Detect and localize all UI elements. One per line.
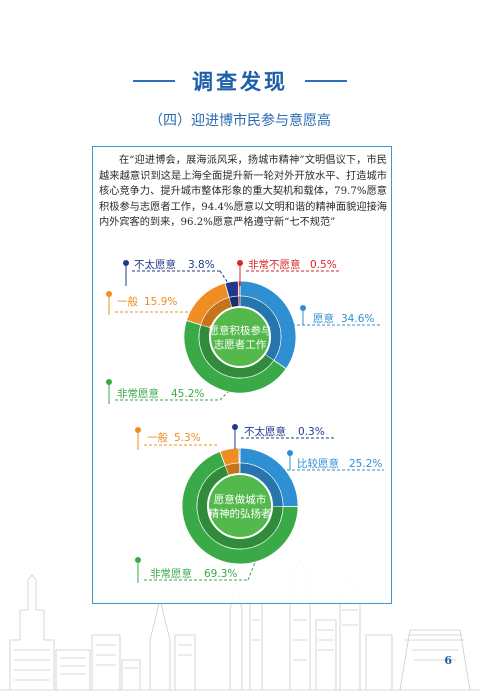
callout-c2-very-willing: 非常愿意 69.3% — [135, 557, 257, 583]
donut-slice-outer-4 — [238, 447, 241, 464]
callout-c1-very-willing: 非常愿意 45.2% — [106, 379, 229, 404]
intro-paragraph: 在“迎进博会，展海派风采，扬城市精神”文明倡议下，市民越来越意识到这是上海全面提… — [99, 153, 387, 231]
donut-center-label-line-2: 精神的弘扬者 — [209, 507, 272, 520]
label-c2-general-name: 一般 — [147, 431, 168, 444]
callout-c1-general: 一般 15.9% — [106, 291, 196, 315]
label-c1-general-value: 15.9% — [144, 296, 177, 308]
header-line-right — [305, 80, 347, 82]
label-c2-not-very-value: 0.3% — [298, 426, 325, 438]
callout-dot — [287, 450, 293, 456]
label-c1-general-name: 一般 — [117, 295, 138, 308]
callout-dot — [300, 305, 306, 311]
label-c2-rather-willing-name: 比较愿意 — [297, 457, 339, 470]
callout-c1-not-very: 不太愿意 3.8% — [123, 258, 231, 287]
callout-c2-not-very: 不太愿意 0.3% — [232, 424, 334, 449]
label-c1-not-very-value: 3.8% — [188, 259, 215, 271]
label-c1-very-willing-name: 非常愿意 — [117, 387, 159, 400]
label-c1-very-unwilling-value: 0.5% — [310, 259, 337, 271]
donut-center — [207, 473, 273, 539]
callout-c2-rather-willing: 比较愿意 25.2% — [282, 450, 384, 471]
label-c2-very-willing-value: 69.3% — [204, 568, 237, 580]
label-c1-very-unwilling-name: 非常不愿意 — [248, 258, 301, 271]
donut-slice-inner-4 — [238, 462, 241, 475]
callout-dot — [232, 424, 238, 430]
callout-dot — [106, 379, 112, 385]
callout-c1-very-unwilling: 非常不愿意 0.5% — [237, 258, 340, 286]
callout-c1-willing: 愿意 34.6% — [292, 305, 382, 326]
label-c2-general-value: 5.3% — [174, 432, 201, 444]
chart1-callouts: 不太愿意 3.8% 非常不愿意 0.5% 一般 15.9% — [106, 258, 382, 404]
label-c1-very-willing-value: 45.2% — [171, 388, 204, 400]
page-number: 6 — [444, 654, 452, 667]
callout-dot — [135, 557, 141, 563]
callout-dot — [123, 260, 129, 266]
label-c1-willing-value: 34.6% — [341, 313, 374, 325]
label-c1-willing-name: 愿意 — [313, 312, 334, 325]
label-c2-rather-willing-value: 25.2% — [349, 458, 382, 470]
intro-text: 在“迎进博会，展海派风采，扬城市精神”文明倡议下，市民越来越意识到这是上海全面提… — [99, 155, 387, 229]
chart2-callouts: 一般 5.3% 不太愿意 0.3% 比较愿意 25.2% — [135, 424, 384, 583]
callout-dot — [106, 291, 112, 297]
donut-center — [209, 306, 271, 368]
header-line-left — [133, 80, 175, 82]
label-c2-very-willing-name: 非常愿意 — [150, 567, 192, 580]
section-header: 调查发现 — [0, 66, 480, 96]
label-c2-not-very-name: 不太愿意 — [244, 425, 286, 438]
donut-center-label-line-1: 愿意做城市 — [214, 493, 267, 506]
section-title: 调查发现 — [192, 70, 288, 94]
label-c1-not-very-name: 不太愿意 — [134, 258, 176, 271]
chart-volunteer-willingness: 愿意积极参与志愿者工作 — [183, 280, 297, 394]
donut-center-label-line-1: 愿意积极参与 — [209, 324, 272, 337]
callout-dot — [135, 427, 141, 433]
callout-dot — [237, 260, 243, 266]
donut-center-label-line-2: 志愿者工作 — [214, 338, 267, 351]
donut-slice-inner-5 — [238, 295, 241, 308]
callout-c2-general: 一般 5.3% — [135, 427, 218, 450]
section-subtitle: （四）迎进博市民参与意愿高 — [149, 113, 331, 129]
